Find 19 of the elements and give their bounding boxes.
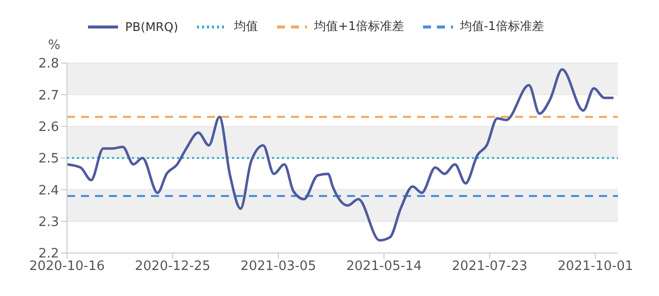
y-tick-label: 2.8 [38, 56, 59, 72]
x-tick-label: 2021-03-05 [240, 259, 316, 274]
y-tick-label: 2.7 [38, 88, 59, 104]
x-tick-label: 2020-12-25 [134, 259, 210, 274]
y-tick-label: 2.3 [38, 214, 59, 230]
x-tick-label: 2021-05-14 [346, 259, 422, 274]
y-tick-label: 2.4 [38, 183, 59, 198]
y-tick-label: 2.2 [38, 246, 59, 262]
y-tick-label: 2.5 [38, 152, 59, 167]
legend-label: 均值-1倍标准差 [458, 18, 544, 35]
x-tick-label: 2021-10-01 [558, 259, 634, 274]
y-tick-label: 2.6 [38, 120, 59, 135]
legend-label: PB(MRQ) [124, 18, 178, 35]
legend-label: 均值+1倍标准差 [313, 18, 404, 35]
y-axis-title: % [48, 38, 60, 53]
legend-label: 均值 [233, 18, 258, 35]
line-series [67, 68, 615, 242]
x-tick-label: 2021-07-23 [452, 259, 528, 274]
x-tick-label: 2020-10-16 [29, 259, 105, 274]
